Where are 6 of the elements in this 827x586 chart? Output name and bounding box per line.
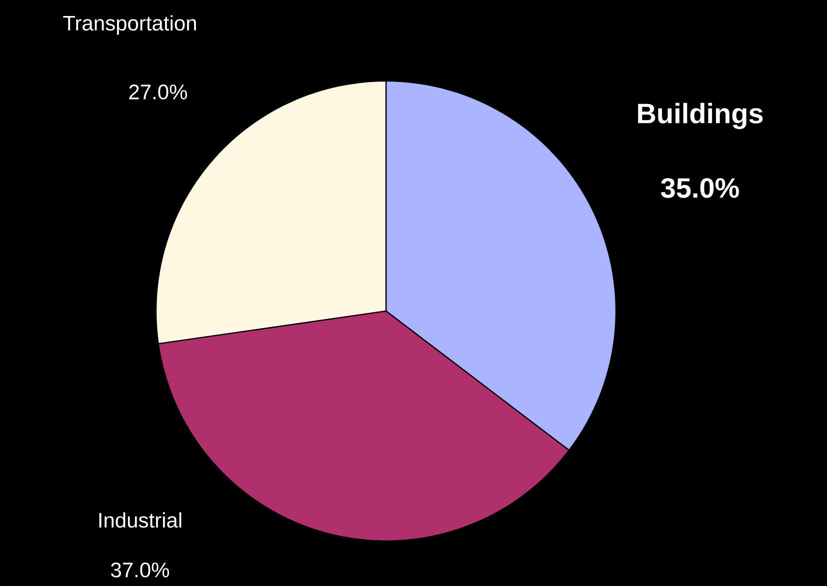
slice-label: Transportation (63, 15, 196, 35)
data-label: 27.0% (129, 84, 188, 100)
slice-label: Buildings (638, 102, 763, 130)
slice-label: Industrial (99, 512, 182, 528)
data-label: 35.0% (660, 178, 739, 198)
data-label: 37.0% (111, 562, 170, 578)
